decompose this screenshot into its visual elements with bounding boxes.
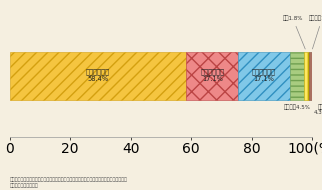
Text: 資料）温室効果ガスインベントリオフィス「日本国温室効果ガスインベントリ報告書」より
　　　国土交通省作成: 資料）温室効果ガスインベントリオフィス「日本国温室効果ガスインベントリ報告書」よ… — [10, 177, 128, 188]
Text: 自家用乗用車
58.4%: 自家用乗用車 58.4% — [86, 69, 110, 82]
Bar — [314, 52, 322, 100]
Bar — [186, 52, 238, 100]
Text: タクシー1.7%: タクシー1.7% — [309, 15, 322, 49]
Text: バス1.8%: バス1.8% — [282, 15, 305, 49]
Text: 航空
4.3%: 航空 4.3% — [314, 104, 322, 115]
Bar — [309, 52, 314, 100]
Text: 内航海運4.5%: 内航海運4.5% — [283, 104, 310, 110]
Bar — [290, 52, 304, 100]
Bar — [10, 52, 186, 100]
Bar — [238, 52, 290, 100]
Text: 営業用貨物車
17.1%: 営業用貨物車 17.1% — [252, 69, 276, 82]
Text: 自家用貨物車
17.1%: 自家用貨物車 17.1% — [200, 69, 224, 82]
Bar — [304, 52, 309, 100]
